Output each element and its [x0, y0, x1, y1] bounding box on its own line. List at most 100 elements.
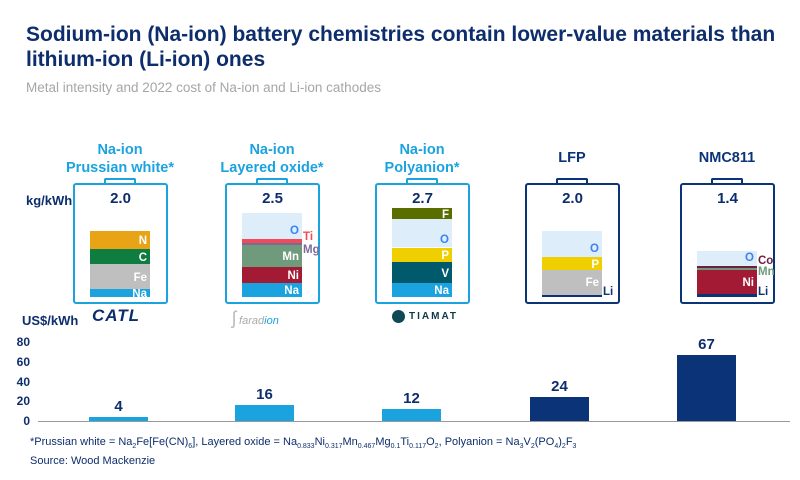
cost-value-label: 12 [403, 390, 420, 408]
usd-unit-label: US$/kWh [22, 313, 79, 328]
segment-Fe [542, 270, 602, 295]
battery-terminal-icon [256, 178, 288, 184]
footnote-part: , Polyanion = Na [438, 436, 520, 448]
battery-outline-icon [375, 183, 470, 304]
footnote-part: Mg [375, 436, 391, 448]
footnote-part: 4 [554, 443, 559, 451]
cost-bar [89, 417, 148, 421]
catl-logo: CATL [92, 306, 141, 325]
y-tick-label: 0 [23, 414, 30, 428]
y-tick-label: 60 [16, 354, 30, 369]
segment-Mn [242, 244, 302, 268]
segment-Fe [90, 264, 150, 289]
segment-Co [697, 265, 757, 268]
kg-total-label: 2.5 [262, 190, 283, 207]
segment-Li [697, 293, 757, 297]
segment-label: Fe [133, 271, 147, 284]
kg-total-label: 2.0 [562, 190, 583, 207]
tiamat-logo: TIAMAT [392, 310, 458, 323]
footnote-part: ], Layered oxide = Na [192, 436, 298, 448]
header-line: Na-ion [249, 142, 295, 158]
footnote: *Prussian white = Na2Fe[Fe(CN)6], Layere… [30, 436, 576, 450]
x-axis-line [38, 421, 790, 422]
segment-Na [242, 282, 302, 297]
segment-Ti [242, 239, 302, 244]
battery-terminal-icon [711, 178, 743, 184]
faradion-logo: ʃ faradion [232, 308, 279, 328]
column-header: Na-ion Polyanion* [347, 141, 497, 177]
header-line: Prussian white* [66, 160, 174, 176]
footnote-part: 6 [188, 443, 193, 451]
footnote-part: ) [558, 436, 562, 448]
segment-Na [90, 288, 150, 297]
footnote-part: F [565, 436, 573, 448]
segment-label: Ni [742, 276, 755, 289]
kg-total-label: 2.0 [110, 190, 131, 207]
battery-terminal-icon [556, 178, 588, 184]
footnote-part: 3 [519, 443, 524, 451]
footnote-part: Fe[Fe(CN) [136, 436, 189, 448]
footnote-part: *Prussian white = Na [30, 436, 133, 448]
segment-label: O [590, 243, 599, 256]
tiamat-globe-icon [392, 310, 405, 323]
footnote-part: Mn [342, 436, 358, 448]
segment-label: Fe [585, 277, 599, 290]
segment-P [392, 247, 452, 262]
kg-total-label: 1.4 [717, 190, 738, 207]
segment-Na [392, 283, 452, 297]
segment-label: P [591, 258, 599, 271]
segment-Li [542, 294, 602, 297]
footnote-part: Ti [400, 436, 410, 448]
segment-label: Mn [758, 265, 775, 278]
footnote-part: Ni [314, 436, 325, 448]
segment-O [697, 250, 757, 266]
cost-value-label: 67 [698, 335, 715, 353]
footnote-part: V [523, 436, 531, 448]
battery-outline-icon [225, 183, 320, 304]
chart-title: Sodium-ion (Na-ion) battery chemistries … [26, 23, 776, 71]
segment-O [392, 219, 452, 248]
battery-outline-icon [680, 183, 775, 304]
segment-O [242, 213, 302, 240]
footnote-part: 0.1 [390, 443, 401, 451]
footnote-part: 2 [132, 443, 137, 451]
cost-value-label: 16 [256, 386, 273, 404]
y-tick-label: 20 [16, 394, 30, 409]
header-line: NMC811 [698, 150, 756, 166]
column-header: LFP [497, 149, 647, 167]
column-header: NMC811 [652, 149, 800, 167]
column-header: Na-ion Prussian white* [45, 141, 195, 177]
segment-label: Li [758, 286, 769, 298]
segment-O [542, 231, 602, 258]
cost-value-label: 24 [551, 378, 568, 396]
battery-terminal-icon [104, 178, 136, 184]
cost-bar [530, 397, 589, 421]
faradion-mark-icon: ʃ [232, 308, 236, 328]
segment-label: V [441, 267, 449, 280]
segment-label: O [745, 251, 754, 264]
header-line: Na-ion [97, 142, 143, 158]
footnote-part: (PO [534, 436, 555, 448]
segment-label: Mg [303, 244, 320, 257]
cost-value-label: 4 [114, 398, 123, 416]
segment-C [90, 249, 150, 265]
kg-total-label: 2.7 [412, 190, 433, 207]
battery-outline-icon [73, 183, 168, 304]
footnote-part: 3 [572, 443, 577, 451]
footnote-part: 2 [561, 443, 566, 451]
segment-Ni [242, 267, 302, 283]
footnote-part: 2 [434, 443, 439, 451]
cost-bar [677, 354, 736, 421]
header-line: Na-ion [399, 142, 445, 158]
column-header: Na-ion Layered oxide* [197, 141, 347, 177]
segment-Mg [242, 243, 302, 245]
footnote-part: 0.117 [409, 443, 427, 451]
segment-label: Ni [287, 270, 300, 283]
battery-terminal-icon [406, 178, 438, 184]
segment-label: Na [284, 284, 299, 297]
footnote-part: 0.833 [297, 443, 315, 451]
segment-label: F [441, 208, 449, 221]
y-tick-label: 40 [16, 374, 30, 389]
segment-F [392, 207, 452, 220]
segment-Ni [697, 269, 757, 294]
